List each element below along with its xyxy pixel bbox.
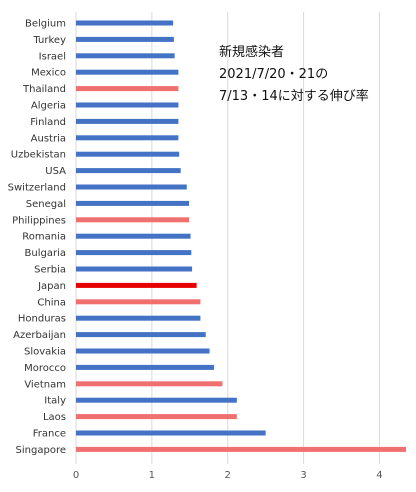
category-label: Slovakia (24, 347, 66, 358)
category-label: Turkey (32, 35, 66, 46)
x-tick-labels: 0 1 2 3 4 (73, 470, 383, 481)
category-label: Philippines (12, 215, 66, 226)
category-label: Bulgaria (25, 248, 66, 259)
bar-austria (76, 135, 179, 141)
bar-uzbekistan (76, 151, 180, 157)
category-label: Israel (39, 51, 66, 62)
category-label: Romania (22, 232, 66, 243)
bar-serbia (76, 266, 193, 272)
bar-japan (76, 282, 197, 288)
bar-thailand (76, 86, 179, 92)
chart-title: 新規感染者 2021/7/20・21の 7/13・14に対する伸び率 (219, 44, 369, 104)
bars (76, 20, 406, 452)
bar-china (76, 299, 201, 305)
bar-romania (76, 233, 191, 239)
category-label: Austria (31, 133, 66, 144)
category-label: France (33, 429, 66, 440)
category-label: Azerbaijan (13, 330, 66, 341)
category-label: Finland (30, 117, 66, 128)
category-label: Vietnam (24, 379, 66, 390)
x-tick-label: 2 (225, 470, 231, 481)
bar-turkey (76, 36, 174, 42)
title-line-1: 新規感染者 (219, 44, 284, 60)
category-label: Serbia (34, 265, 66, 276)
bar-mexico (76, 69, 179, 75)
category-label: Uzbekistan (11, 150, 66, 161)
bar-laos (76, 414, 237, 420)
category-label: USA (45, 166, 66, 177)
category-label: Honduras (18, 314, 66, 325)
x-tick-label: 1 (149, 470, 155, 481)
title-line-2: 2021/7/20・21の (219, 67, 328, 82)
x-tick-label: 0 (73, 470, 79, 481)
category-label: Senegal (26, 199, 66, 210)
category-label: Belgium (25, 19, 66, 30)
category-label: Switzerland (8, 183, 66, 194)
x-tick-label: 4 (376, 470, 382, 481)
category-label: Singapore (16, 445, 66, 456)
category-labels: Belgium Turkey Israel Mexico Thailand Algeria… (8, 19, 66, 456)
category-label: Algeria (31, 101, 66, 112)
x-tick-label: 3 (300, 470, 306, 481)
bar-belgium (76, 20, 174, 26)
bar-vietnam (76, 381, 223, 387)
bar-israel (76, 53, 175, 59)
bar-singapore (76, 446, 406, 452)
bar-france (76, 430, 266, 436)
category-label: Laos (43, 412, 66, 423)
bar-honduras (76, 315, 201, 321)
category-label: Mexico (31, 68, 66, 79)
bar-senegal (76, 200, 190, 206)
category-label: Morocco (24, 363, 66, 374)
category-label: Japan (37, 281, 66, 292)
bar-italy (76, 397, 237, 403)
bar-bulgaria (76, 250, 192, 256)
title-line-3: 7/13・14に対する伸び率 (219, 88, 369, 104)
bar-finland (76, 118, 179, 124)
category-label: China (37, 297, 66, 308)
bar-usa (76, 168, 181, 174)
bar-switzerland (76, 184, 187, 190)
bar-slovakia (76, 348, 210, 354)
category-label: Italy (44, 396, 66, 407)
bar-morocco (76, 364, 215, 370)
bar-algeria (76, 102, 179, 108)
category-label: Thailand (22, 84, 66, 95)
bar-philippines (76, 217, 190, 223)
bar-azerbaijan (76, 332, 206, 338)
